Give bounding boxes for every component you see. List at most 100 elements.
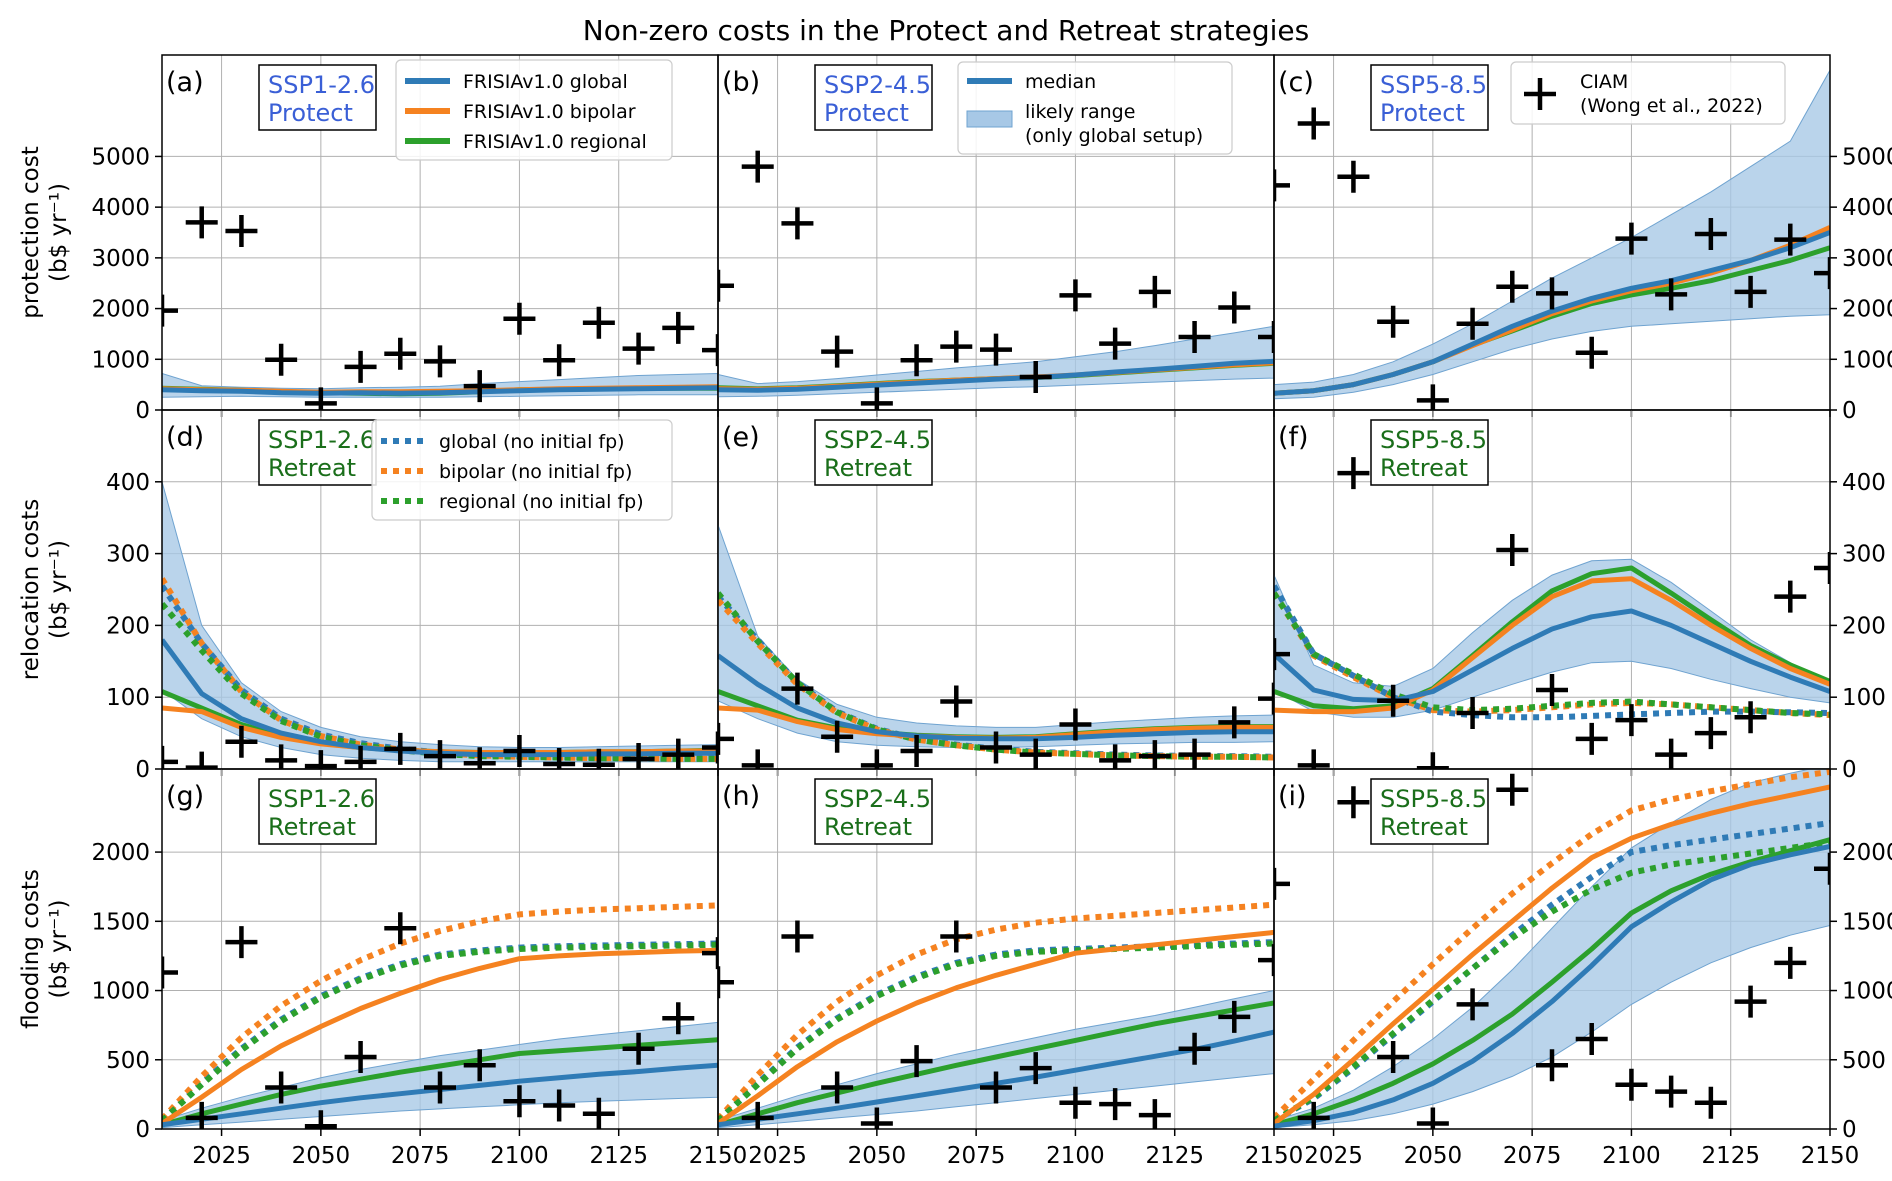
scenario-label: SSP1-2.6	[268, 785, 375, 813]
ciam-point	[1178, 1032, 1211, 1065]
ciam-point	[1274, 638, 1290, 671]
y-tick-label: 1500	[91, 909, 150, 935]
ciam-point	[1774, 946, 1807, 979]
y-tick-label: 2000	[91, 297, 150, 323]
ciam-point	[662, 311, 695, 344]
legend-setups: FRISIAv1.0 global FRISIAv1.0 bipolar FRISI…	[395, 59, 673, 161]
y-tick-label: 1000	[1842, 347, 1892, 373]
ciam-point	[821, 720, 854, 753]
y-tick-label: 3000	[91, 246, 150, 272]
ciam-point	[1496, 773, 1529, 806]
plot-area	[162, 481, 718, 769]
y-tick-label: 3000	[1842, 246, 1892, 272]
series-line-bipolar-no-initial-fp	[718, 901, 1274, 1122]
ciam-point	[1178, 738, 1211, 769]
series-line-frisiav1-0-regional	[1274, 837, 1830, 1128]
strategy-label: Retreat	[824, 813, 912, 841]
ciam-point	[1456, 696, 1489, 729]
scenario-box	[814, 778, 933, 845]
ciam-point	[1377, 684, 1410, 717]
ciam-point	[741, 150, 774, 183]
series-line-regional-no-initial-fp	[1274, 591, 1830, 718]
y-tick-label: 400	[106, 470, 150, 496]
series-line-frisiav1-0-regional	[1274, 565, 1830, 712]
x-tick-label: 2050	[848, 1143, 907, 1169]
plot-area	[718, 901, 1274, 1129]
y-axis-unit: (b$ yr⁻¹)	[46, 900, 72, 999]
legend-label: regional (no initial fp)	[439, 491, 644, 513]
panel-frame	[1273, 768, 1831, 1130]
y-axis-unit: (b$ yr⁻¹)	[46, 183, 72, 282]
ciam-point	[1456, 988, 1489, 1021]
legend-stats: median likely range(only global setup)	[957, 61, 1233, 155]
ciam-point	[162, 745, 178, 769]
x-tick-label: 2125	[1145, 1143, 1204, 1169]
legend-label: likely range	[1025, 101, 1135, 123]
ciam-point	[1218, 1000, 1251, 1033]
y-tick-label: 1000	[91, 347, 150, 373]
ciam-point	[1734, 701, 1767, 734]
ciam-point	[503, 735, 536, 768]
ciam-point	[582, 1097, 615, 1129]
panel-tag: (i)	[1278, 781, 1307, 812]
ciam-point	[1734, 275, 1767, 308]
ciam-point	[1218, 291, 1251, 324]
ciam-point	[1615, 704, 1648, 737]
ciam-point	[1297, 749, 1330, 769]
ciam-point	[1734, 985, 1767, 1018]
y-tick-label: 1500	[1842, 909, 1892, 935]
ciam-point	[781, 207, 814, 240]
series-line-bipolar-no-initial-fp	[162, 902, 718, 1122]
y-tick-label: 2000	[91, 840, 150, 866]
x-tick-label: 2075	[1503, 1143, 1562, 1169]
strategy-label: Retreat	[268, 813, 356, 841]
plot-area	[718, 150, 1274, 410]
series-line-regional-no-initial-fp	[1274, 839, 1830, 1124]
y-axis-label: relocation costs (b$ yr⁻¹)	[18, 499, 72, 680]
scenario-label: SSP2-4.5	[824, 71, 931, 99]
strategy-label: Retreat	[1380, 813, 1468, 841]
panel-tag: (a)	[166, 67, 204, 98]
ciam-point	[1575, 1023, 1608, 1055]
ciam-point	[1814, 257, 1830, 290]
likely-range-band	[718, 524, 1274, 748]
y-tick-label: 4000	[1842, 195, 1892, 221]
ciam-point	[424, 740, 456, 769]
ciam-point	[1019, 1052, 1052, 1085]
ciam-point	[582, 748, 615, 769]
ciam-point	[1694, 218, 1727, 251]
scenario-label: SSP5-8.5	[1380, 426, 1487, 454]
series-line-bipolar-no-initial-fp	[1274, 769, 1830, 1121]
y-tick-label: 1000	[1842, 979, 1892, 1005]
ciam-point	[503, 302, 536, 335]
scenario-label: SSP1-2.6	[268, 71, 375, 99]
ciam-point	[1337, 160, 1370, 193]
plot-area	[162, 206, 718, 410]
ciam-point	[225, 926, 258, 959]
ciam-point	[718, 722, 734, 755]
ciam-point	[1416, 1107, 1449, 1129]
ciam-point	[304, 1110, 337, 1129]
ciam-point	[622, 742, 655, 769]
ciam-point	[860, 1107, 893, 1129]
scenario-box	[258, 64, 377, 131]
ciam-point	[702, 937, 718, 970]
y-tick-label: 500	[1842, 1048, 1886, 1074]
ciam-point	[344, 745, 377, 769]
legend-frame	[395, 59, 673, 161]
y-tick-label: 0	[1842, 1117, 1857, 1143]
legend-label: FRISIAv1.0 global	[463, 71, 628, 93]
series-line-frisiav1-0-bipolar	[1274, 784, 1830, 1126]
legend-frame	[371, 419, 673, 521]
scenario-box	[814, 64, 933, 131]
y-axis-label: protection cost (b$ yr⁻¹)	[18, 146, 72, 319]
ciam-point	[1814, 852, 1830, 885]
ciam-point	[225, 725, 258, 758]
ciam-point	[1099, 744, 1132, 769]
panel-h: 2025 2050 2075 2100 2125 2150 (h) SSP2-4.5Retre…	[717, 768, 1303, 1169]
